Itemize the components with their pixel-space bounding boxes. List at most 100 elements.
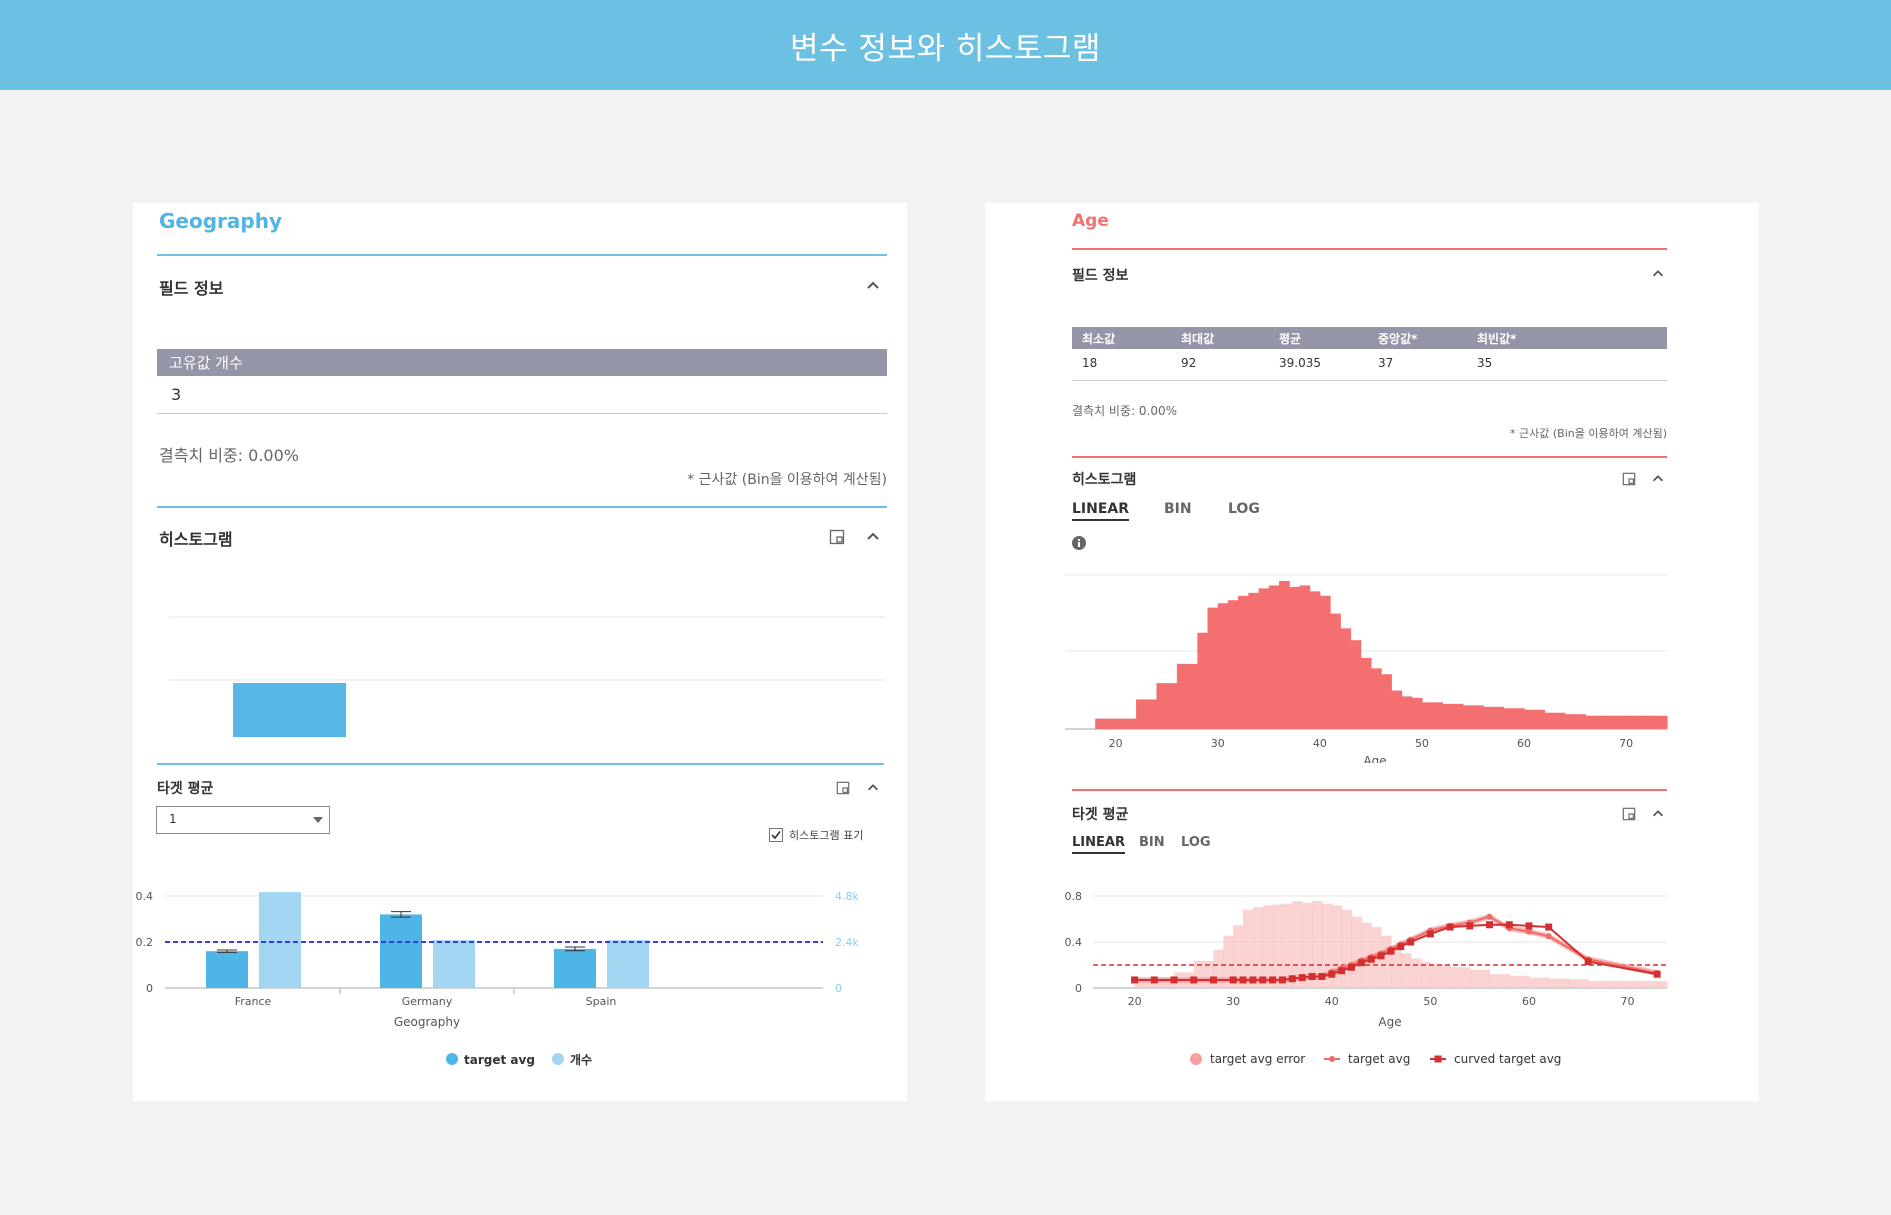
histogram-bar — [1268, 585, 1280, 729]
curved-target-avg-point — [1446, 923, 1454, 931]
histogram-bar — [1330, 613, 1341, 729]
approx-note: * 근사값 (Bin을 이용하여 계산됨) — [687, 472, 887, 488]
expand-icon[interactable] — [829, 529, 845, 545]
histogram-bar — [1361, 922, 1372, 988]
target-avg-bar — [554, 948, 596, 988]
age-panel: Age 필드 정보 결측치 비중: 0.00% * 근사값 (Bin을 이용하여… — [985, 203, 1759, 1101]
y2-tick-label: 2.4k — [835, 936, 859, 949]
curved-target-avg-point — [1259, 976, 1267, 984]
chevron-up-icon[interactable] — [1650, 806, 1666, 822]
histogram-bar — [1390, 948, 1402, 988]
chevron-up-icon[interactable] — [1650, 471, 1666, 487]
histogram-bar — [1272, 904, 1284, 988]
histogram-bar — [1421, 702, 1443, 729]
curved-target-avg-point — [1367, 955, 1375, 963]
histogram-bar — [1302, 902, 1313, 988]
stats-column-header: 중앙값* — [1378, 332, 1418, 346]
count-bar — [607, 940, 649, 988]
chevron-up-icon[interactable] — [864, 528, 882, 546]
x-tick-label: 20 — [1109, 737, 1123, 750]
histogram-bar — [1483, 706, 1505, 729]
missing-ratio: 결측치 비중: 0.00% — [1072, 404, 1177, 418]
histogram-bar — [1469, 969, 1491, 988]
expand-icon[interactable] — [836, 781, 850, 795]
legend-dot — [552, 1053, 564, 1065]
header-bar: 변수 정보와 히스토그램 — [0, 0, 1891, 90]
histogram-bar — [1321, 903, 1333, 988]
checkbox-icon[interactable] — [769, 828, 783, 842]
target-avg-point — [1545, 933, 1552, 940]
histogram-bar — [1227, 600, 1239, 729]
expand-icon[interactable] — [1622, 807, 1636, 821]
histogram-bar — [1279, 581, 1290, 729]
histogram-bar — [1588, 981, 1609, 988]
y2-tick-label: 0 — [835, 982, 842, 995]
tab-linear[interactable]: LINEAR — [1072, 835, 1125, 854]
histogram-bar — [1319, 595, 1331, 729]
histogram-toggle[interactable]: 히스토그램 표기 — [769, 827, 863, 843]
legend-marker — [1329, 1056, 1335, 1062]
x-tick-label: 20 — [1128, 995, 1142, 1008]
x-tick-label: 30 — [1211, 737, 1225, 750]
x-tick-label: 70 — [1619, 737, 1633, 750]
legend-label: curved target avg — [1454, 1052, 1561, 1066]
curved-target-avg-point — [1288, 975, 1296, 983]
tab-bin[interactable]: BIN — [1139, 835, 1165, 850]
histogram-bar — [1442, 703, 1464, 729]
unique-count-value: 3 — [171, 385, 182, 404]
target-class-select[interactable]: 1 — [156, 806, 330, 834]
histogram-bar — [1544, 712, 1566, 729]
info-icon[interactable] — [1072, 536, 1086, 550]
stats-column-header: 최소값 — [1082, 332, 1116, 346]
legend-dot — [446, 1053, 458, 1065]
tab-log[interactable]: LOG — [1228, 501, 1260, 517]
chevron-up-icon[interactable] — [865, 780, 881, 796]
variable-title: Geography — [159, 209, 282, 233]
histogram-bar — [1312, 901, 1323, 988]
x-tick-label: Germany — [402, 995, 453, 1008]
histogram-bar — [1248, 592, 1260, 729]
histogram-bar — [1207, 607, 1219, 729]
curved-target-avg-point — [1318, 973, 1326, 980]
target-avg-bar — [380, 914, 422, 988]
histogram-bar — [1213, 949, 1224, 988]
checkbox-label: 히스토그램 표기 — [789, 829, 864, 842]
histogram-bar — [1647, 981, 1668, 988]
histogram-bar — [1340, 628, 1352, 729]
histogram-bar — [1360, 657, 1372, 729]
stats-column-header: 평균 — [1279, 332, 1302, 346]
curved-target-avg-point — [1308, 973, 1316, 980]
histogram-bar — [1309, 591, 1321, 729]
histogram-bar — [1626, 715, 1648, 729]
histogram-bar — [1095, 718, 1117, 729]
select-value: 1 — [169, 812, 177, 826]
histogram-bar — [1381, 935, 1392, 988]
histogram-bar — [1430, 964, 1451, 988]
histogram-bar — [1370, 668, 1382, 729]
curved-target-avg-point — [1357, 959, 1365, 967]
histogram-bar — [1420, 961, 1431, 988]
y-tick-label: 0.8 — [1065, 890, 1083, 903]
x-tick-label: 70 — [1621, 995, 1635, 1008]
curved-target-avg-point — [1269, 976, 1277, 984]
x-tick-label: 40 — [1313, 737, 1327, 750]
tab-bin[interactable]: BIN — [1164, 501, 1192, 517]
histogram-bar — [1401, 696, 1413, 729]
histogram-bar — [1410, 958, 1422, 988]
stats-value: 39.035 — [1279, 356, 1321, 370]
chevron-up-icon[interactable] — [1650, 266, 1666, 282]
histogram-bar — [1238, 595, 1249, 729]
y-tick-label: 0 — [146, 982, 153, 995]
y-tick-label: 0 — [1075, 982, 1082, 995]
chevron-up-icon[interactable] — [864, 277, 882, 295]
stats-column-header: 최빈값* — [1477, 332, 1517, 346]
histogram-bar — [1197, 632, 1209, 729]
expand-icon[interactable] — [1622, 472, 1636, 486]
tab-linear[interactable]: LINEAR — [1072, 501, 1130, 521]
x-axis-label: Age — [1363, 754, 1386, 763]
target-avg-heading: 타겟 평균 — [157, 781, 214, 797]
target-avg-point — [1525, 928, 1532, 935]
tab-log[interactable]: LOG — [1181, 835, 1211, 850]
histogram-bar — [1258, 588, 1270, 729]
histogram-bar — [1223, 935, 1234, 988]
